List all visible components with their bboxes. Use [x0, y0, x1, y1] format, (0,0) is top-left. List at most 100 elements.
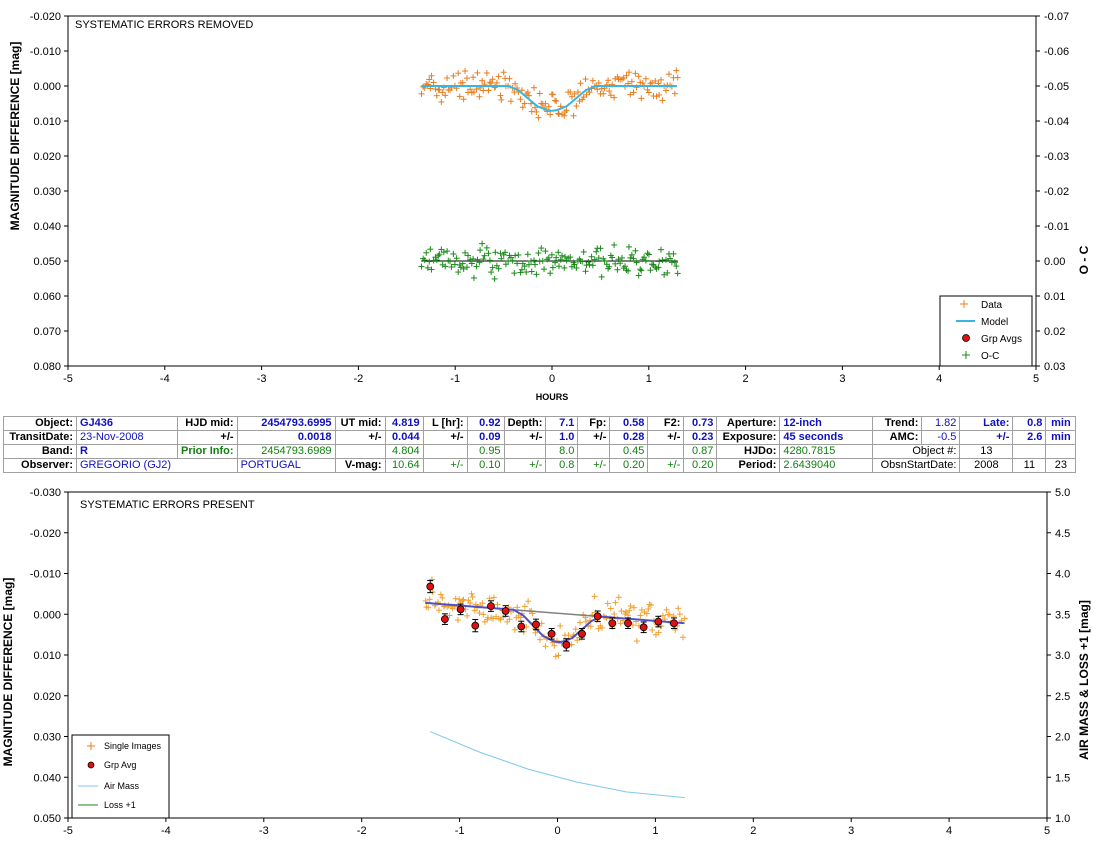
period-label: Period: [716, 458, 781, 473]
model-line [421, 85, 677, 112]
x-tick-label: -1 [455, 825, 465, 837]
single-image-point [535, 622, 542, 629]
single-image-point [497, 616, 504, 623]
oc-point [656, 258, 663, 265]
oc-point [488, 269, 495, 276]
data-point [583, 91, 590, 98]
single-image-point [422, 597, 429, 604]
fp-err-label: +/- [577, 430, 611, 445]
oc-point [552, 259, 559, 266]
oc-point [423, 249, 430, 256]
single-image-point [640, 618, 647, 625]
oc-point [450, 250, 457, 257]
hjd-err-value: 0.0018 [236, 430, 336, 445]
amc-value: -0.5 [921, 430, 961, 445]
single-image-point [526, 608, 533, 615]
single-image-point [583, 618, 590, 625]
y2-tick-label: 1.5 [1055, 772, 1070, 784]
obsn-start-date-label: ObsnStartDate: [872, 458, 961, 473]
single-image-point [618, 608, 625, 615]
oc-point [606, 263, 613, 270]
model-with-trend-line [425, 601, 684, 644]
oc-point [532, 261, 539, 268]
data-point [649, 79, 656, 86]
prior-depth-value: 8.0 [545, 444, 579, 459]
oc-point [428, 266, 435, 273]
data-point [577, 80, 584, 87]
single-image-point [612, 599, 619, 606]
oc-point [547, 270, 554, 277]
single-image-point [649, 627, 656, 634]
single-image-point [679, 634, 686, 641]
data-point [432, 86, 439, 93]
x-tick-label: -4 [161, 825, 171, 837]
single-image-point [595, 625, 602, 632]
data-point [555, 110, 562, 117]
data-point [498, 96, 505, 103]
single-image-point [675, 605, 682, 612]
oc-point [618, 254, 625, 261]
prior-f2-err-value: 0.20 [683, 458, 718, 473]
grp-avg-point [593, 610, 602, 623]
single-image-point [572, 626, 579, 633]
y-tick-label: -0.010 [30, 46, 61, 58]
single-image-point [441, 602, 448, 609]
data-point [552, 97, 559, 104]
depth-value: 7.1 [545, 416, 579, 431]
single-image-point [456, 596, 463, 603]
y-tick-label: 0.020 [33, 151, 61, 163]
fp-label: Fp: [577, 416, 611, 431]
single-image-point [439, 594, 446, 601]
legend-single-images: Single Images [104, 741, 162, 751]
prior-ut-value: 4.804 [384, 444, 424, 459]
oc-point [536, 258, 543, 265]
single-image-point [609, 623, 616, 630]
oc-point [597, 245, 604, 252]
oc-point [615, 256, 622, 263]
object-number-label: Object #: [872, 444, 961, 459]
oc-point [585, 258, 592, 265]
transit-date-label: TransitDate: [3, 430, 77, 445]
model-series [421, 85, 677, 112]
x-tick-label: 4 [936, 373, 942, 385]
x-axis-ticks: -5 -4 -3 -2 -1 0 1 2 3 4 5 [63, 818, 1050, 837]
info-row-2: TransitDate: 23-Nov-2008 +/- 0.0018 +/- … [3, 430, 1077, 445]
single-image-point [661, 616, 668, 623]
oc-point [517, 269, 524, 276]
data-point [673, 67, 680, 74]
oc-point [521, 263, 528, 270]
single-image-point [472, 601, 479, 608]
oc-point [442, 263, 449, 270]
x-tick-label: -2 [354, 373, 364, 385]
oc-point [489, 264, 496, 271]
oc-point [455, 269, 462, 276]
data-point [653, 93, 660, 100]
oc-point [586, 261, 593, 268]
oc-point [538, 245, 545, 252]
single-image-point [532, 629, 539, 636]
oc-point [674, 270, 681, 277]
single-image-point [499, 607, 506, 614]
oc-point [509, 257, 516, 264]
data-point [459, 79, 466, 86]
x-tick-label: 2 [750, 825, 756, 837]
data-point [532, 104, 539, 111]
oc-point [480, 256, 487, 263]
oc-point [561, 264, 568, 271]
single-image-point [523, 623, 530, 630]
oc-point [553, 254, 560, 261]
y-tick-label: 0.040 [33, 221, 61, 233]
y2-tick-label: -0.07 [1044, 11, 1069, 23]
y2-tick-label: -0.06 [1044, 46, 1069, 58]
single-image-point [513, 614, 520, 621]
prior-depth-err-label: +/- [503, 458, 547, 473]
oc-point [451, 261, 458, 268]
y2-tick-label: 4.5 [1055, 528, 1070, 540]
late-err-unit: min [1045, 430, 1077, 445]
grp-avg-point [654, 615, 663, 628]
single-image-point [659, 612, 666, 619]
x-tick-label: 0 [549, 373, 555, 385]
grp-avg-point [471, 619, 480, 633]
data-point [536, 90, 543, 97]
single-image-point [435, 599, 442, 606]
